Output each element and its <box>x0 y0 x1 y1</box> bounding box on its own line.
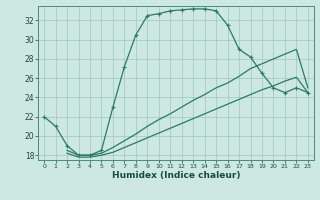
X-axis label: Humidex (Indice chaleur): Humidex (Indice chaleur) <box>112 171 240 180</box>
